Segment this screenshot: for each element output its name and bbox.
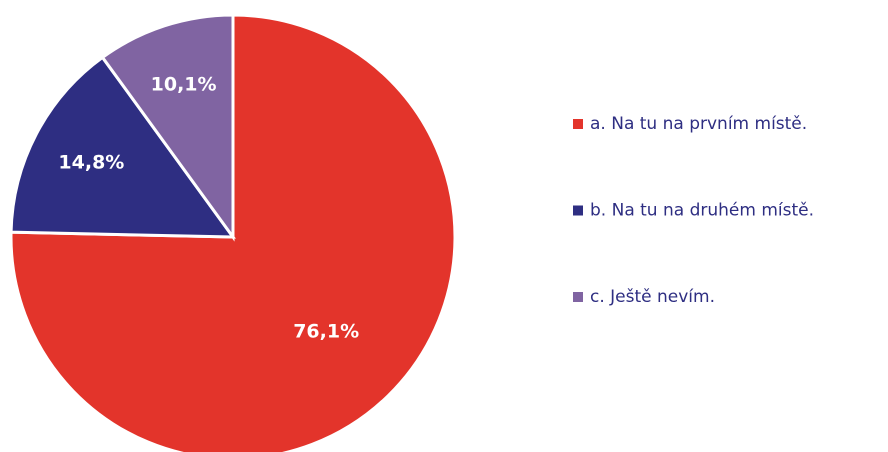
legend-label: c. Ještě nevím. (590, 287, 715, 307)
legend-swatch (573, 292, 583, 302)
value-label: 76,1% (293, 321, 359, 343)
pie-slice (100, 13, 235, 242)
legend-label: b. Na tu na druhém místě. (590, 201, 814, 221)
value-label: 14,8% (58, 151, 124, 173)
value-label: 10,1% (151, 73, 217, 95)
pie-slice (9, 55, 236, 239)
legend-swatch (573, 205, 583, 216)
legend-swatch (573, 119, 583, 129)
legend-label: a. Na tu na prvním místě. (590, 114, 807, 134)
